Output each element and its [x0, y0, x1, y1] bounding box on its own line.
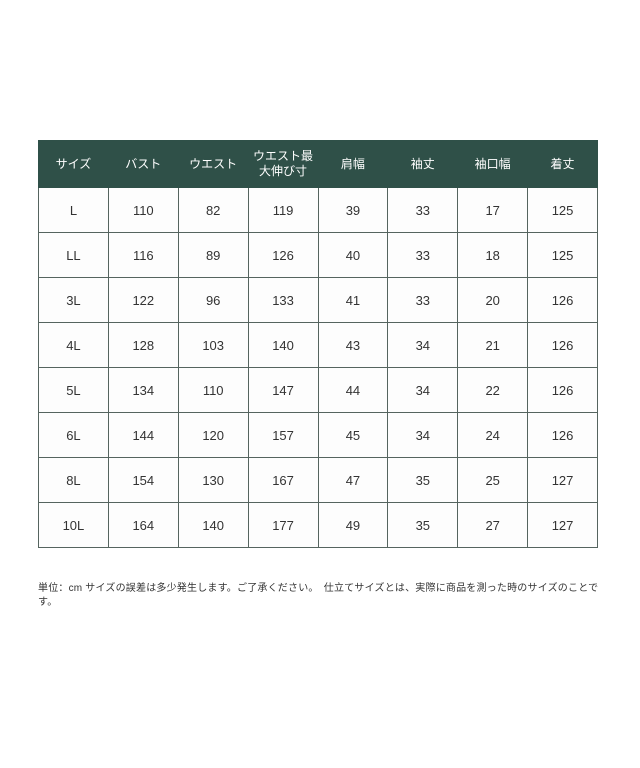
table-cell: 21: [457, 322, 529, 368]
table-cell: 116: [107, 232, 179, 278]
table-cell: 134: [107, 367, 179, 413]
table-cell: 20: [457, 277, 529, 323]
table-cell: 177: [247, 502, 319, 548]
table-cell: 35: [387, 502, 459, 548]
column-header-sleeve-length: 袖丈: [387, 140, 459, 188]
table-cell: 127: [527, 457, 598, 503]
table-cell: 147: [247, 367, 319, 413]
table-cell: 128: [107, 322, 179, 368]
table-cell: 126: [247, 232, 319, 278]
table-cell: 22: [457, 367, 529, 413]
table-cell: 119: [247, 187, 319, 233]
table-cell: 18: [457, 232, 529, 278]
table-cell: 44: [317, 367, 389, 413]
table-cell: 35: [387, 457, 459, 503]
table-cell: 17: [457, 187, 529, 233]
size-cell: LL: [38, 232, 109, 278]
table-row: L 110 82 119 39 33 17 125: [38, 187, 598, 233]
table-row: 8L 154 130 167 47 35 25 127: [38, 457, 598, 503]
table-cell: 140: [247, 322, 319, 368]
header-row: サイズ バスト ウエスト ウエスト最大伸び寸 肩幅 袖丈 袖口幅 着丈: [38, 140, 598, 188]
table-row: 3L 122 96 133 41 33 20 126: [38, 277, 598, 323]
table-cell: 157: [247, 412, 319, 458]
table-cell: 43: [317, 322, 389, 368]
table-cell: 34: [387, 412, 459, 458]
table-cell: 33: [387, 277, 459, 323]
table-cell: 125: [527, 187, 598, 233]
unit-footnote: 単位：cm サイズの誤差は多少発生します。ご了承ください。 仕立てサイズとは、実…: [38, 583, 599, 608]
table-cell: 126: [527, 277, 598, 323]
table-cell: 39: [317, 187, 389, 233]
table-cell: 33: [387, 232, 459, 278]
table-row: LL 116 89 126 40 33 18 125: [38, 232, 598, 278]
size-chart-table: サイズ バスト ウエスト ウエスト最大伸び寸 肩幅 袖丈 袖口幅 着丈 L 11…: [38, 140, 598, 548]
column-header-size: サイズ: [38, 140, 109, 188]
table-body: L 110 82 119 39 33 17 125 LL 116 89 126 …: [38, 187, 598, 548]
table-cell: 154: [107, 457, 179, 503]
table-cell: 27: [457, 502, 529, 548]
table-cell: 25: [457, 457, 529, 503]
table-cell: 82: [177, 187, 249, 233]
table-cell: 130: [177, 457, 249, 503]
table-cell: 110: [177, 367, 249, 413]
table-row: 10L 164 140 177 49 35 27 127: [38, 502, 598, 548]
size-cell: 5L: [38, 367, 109, 413]
column-header-bust: バスト: [107, 140, 179, 188]
table-row: 4L 128 103 140 43 34 21 126: [38, 322, 598, 368]
size-cell: 6L: [38, 412, 109, 458]
table-cell: 167: [247, 457, 319, 503]
table-cell: 47: [317, 457, 389, 503]
size-chart-container: サイズ バスト ウエスト ウエスト最大伸び寸 肩幅 袖丈 袖口幅 着丈 L 11…: [38, 140, 598, 548]
size-cell: L: [38, 187, 109, 233]
table-cell: 45: [317, 412, 389, 458]
column-header-waist-max-stretch: ウエスト最大伸び寸: [247, 140, 319, 188]
table-cell: 164: [107, 502, 179, 548]
size-cell: 4L: [38, 322, 109, 368]
table-cell: 49: [317, 502, 389, 548]
table-cell: 125: [527, 232, 598, 278]
table-cell: 40: [317, 232, 389, 278]
size-cell: 3L: [38, 277, 109, 323]
table-row: 5L 134 110 147 44 34 22 126: [38, 367, 598, 413]
size-cell: 10L: [38, 502, 109, 548]
table-cell: 133: [247, 277, 319, 323]
table-row: 6L 144 120 157 45 34 24 126: [38, 412, 598, 458]
table-cell: 89: [177, 232, 249, 278]
column-header-shoulder-width: 肩幅: [317, 140, 389, 188]
table-cell: 126: [527, 412, 598, 458]
size-cell: 8L: [38, 457, 109, 503]
column-header-waist: ウエスト: [177, 140, 249, 188]
table-cell: 96: [177, 277, 249, 323]
table-cell: 33: [387, 187, 459, 233]
table-cell: 127: [527, 502, 598, 548]
column-header-cuff-width: 袖口幅: [457, 140, 529, 188]
table-cell: 140: [177, 502, 249, 548]
table-cell: 110: [107, 187, 179, 233]
table-cell: 41: [317, 277, 389, 323]
table-cell: 24: [457, 412, 529, 458]
table-cell: 126: [527, 322, 598, 368]
table-cell: 103: [177, 322, 249, 368]
table-cell: 34: [387, 367, 459, 413]
table-cell: 126: [527, 367, 598, 413]
table-cell: 144: [107, 412, 179, 458]
table-cell: 120: [177, 412, 249, 458]
table-header: サイズ バスト ウエスト ウエスト最大伸び寸 肩幅 袖丈 袖口幅 着丈: [38, 140, 598, 188]
table-cell: 122: [107, 277, 179, 323]
column-header-body-length: 着丈: [527, 140, 598, 188]
table-cell: 34: [387, 322, 459, 368]
